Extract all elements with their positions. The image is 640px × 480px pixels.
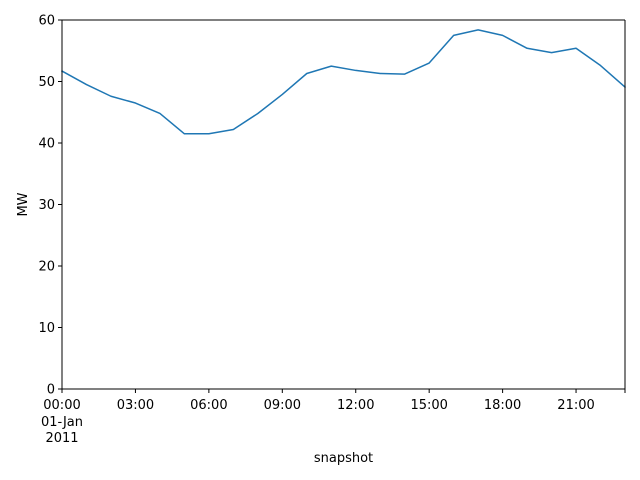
x-tick-sublabel-year: 2011 [45,431,78,446]
y-tick-label: 20 [38,260,55,275]
x-tick-label: 03:00 [117,398,154,413]
x-tick-label: 15:00 [410,398,447,413]
x-tick-label: 12:00 [337,398,374,413]
x-tick-label: 00:00 [43,398,80,413]
x-tick-label: 21:00 [557,398,594,413]
series-line-0 [60,29,627,135]
series-layer [60,29,627,135]
y-tick-label: 10 [38,321,55,336]
y-tick-label: 60 [38,14,55,29]
x-tick-label: 09:00 [264,398,301,413]
y-tick-label: 50 [38,75,55,90]
x-axis-label: snapshot [314,451,373,466]
y-axis-label: MW [16,192,31,216]
y-tick-label: 30 [38,198,55,213]
x-tick-label: 06:00 [190,398,227,413]
y-tick-label: 40 [38,137,55,152]
x-tick-sublabel-date: 01-Jan [41,415,83,430]
x-tick-label: 18:00 [484,398,521,413]
axes-layer [61,19,626,390]
y-tick-label: 0 [47,383,55,398]
